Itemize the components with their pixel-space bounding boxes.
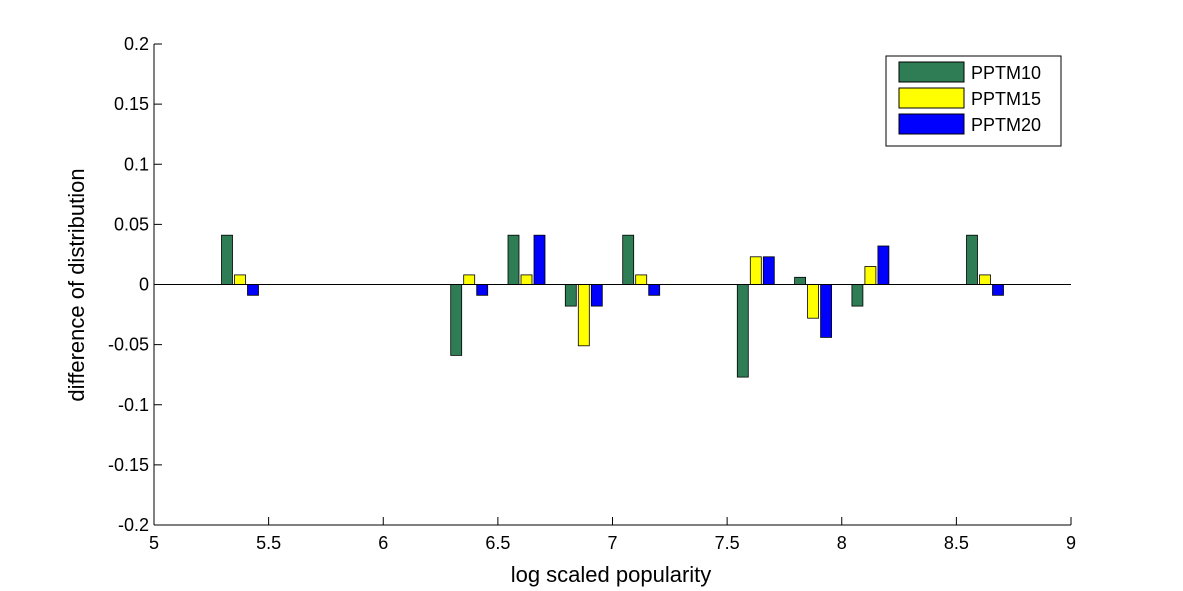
y-tick-label: 0.05 [114,214,149,234]
bar-pptm20-7.125 [648,284,661,296]
bar-pptm10-6.375 [450,284,463,356]
bar-pptm20-7.875 [820,284,832,338]
bar-pptm20-7.625 [762,256,775,285]
x-tick-label: 7 [607,533,617,553]
bar-pptm10-8.625 [966,234,978,285]
bar-pptm15-8.125 [864,266,877,285]
bar-pptm10-8.125 [851,284,864,307]
bar-pptm15-6.625 [520,274,533,285]
x-tick-label: 5 [149,533,159,553]
bar-pptm15-8.625 [979,274,991,285]
x-tick-label: 9 [1066,533,1076,553]
bar-pptm20-6.875 [590,284,603,307]
legend-swatch-pptm20 [898,113,965,135]
bar-pptm20-6.625 [533,234,546,285]
x-tick-label: 8 [837,533,847,553]
bar-pptm15-6.875 [577,284,590,347]
x-tick-label: 8.5 [944,533,969,553]
bars-group [221,234,1004,378]
y-tick-label: 0.2 [124,34,149,54]
legend-swatch-pptm10 [898,61,965,83]
bar-pptm15-5.375 [234,274,246,285]
bar-pptm15-7.625 [749,256,762,285]
bar-pptm10-7.625 [736,284,749,378]
bar-pptm10-7.125 [622,234,635,285]
legend-swatch-pptm15 [898,87,965,109]
bar-pptm10-6.875 [564,284,577,307]
legend-label-pptm20: PPTM20 [971,115,1041,135]
y-tick-label: 0.1 [124,154,149,174]
y-tick-label: -0.05 [108,335,149,355]
x-tick-label: 7.5 [715,533,740,553]
y-tick-label: -0.2 [118,515,149,535]
bar-pptm20-8.625 [992,284,1004,296]
y-tick-label: -0.15 [108,455,149,475]
bar-pptm20-5.375 [247,284,259,296]
bar-pptm15-6.375 [463,274,476,285]
y-tick-label: -0.1 [118,395,149,415]
x-axis-label: log scaled popularity [511,562,712,587]
y-axis-label: difference of distribution [64,168,89,401]
bar-pptm20-6.375 [476,284,489,296]
bar-pptm10-6.625 [507,234,520,285]
bar-pptm20-8.125 [877,245,890,285]
axes-group: 5 5.5 6 6.5 7 7.5 8 8.5 9 -0.2 -0.15 -0.1 -0.05 0 0.05… [108,34,1076,553]
bar-pptm10-5.375 [221,234,233,285]
y-tick-label: 0 [139,275,149,295]
x-tick-label: 6.5 [485,533,510,553]
legend: PPTM10 PPTM15 PPTM20 [885,55,1062,147]
x-tick-label: 5.5 [256,533,281,553]
bar-pptm15-7.125 [635,274,648,285]
y-tick-label: 0.15 [114,94,149,114]
bar-pptm15-7.875 [807,284,819,319]
legend-label-pptm10: PPTM10 [971,63,1041,83]
bar-pptm10-7.875 [794,276,806,285]
legend-label-pptm15: PPTM15 [971,89,1041,109]
x-tick-label: 6 [378,533,388,553]
